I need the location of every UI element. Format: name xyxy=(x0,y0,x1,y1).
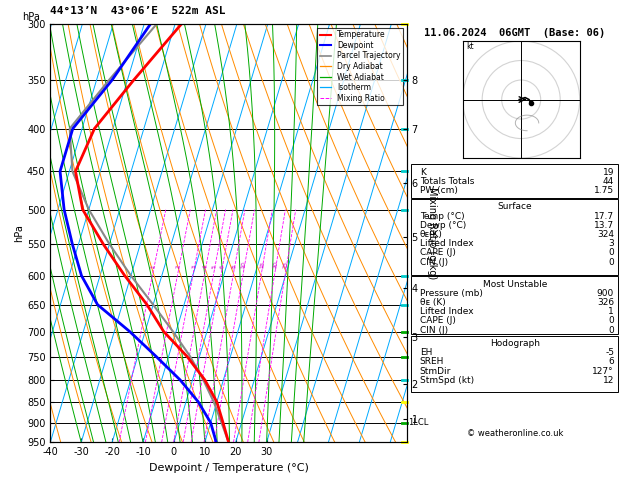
Text: 900: 900 xyxy=(597,289,614,298)
Text: 1: 1 xyxy=(151,265,157,270)
Text: CIN (J): CIN (J) xyxy=(420,326,448,335)
Text: Hodograph: Hodograph xyxy=(490,339,540,348)
Text: 0: 0 xyxy=(608,326,614,335)
Text: 6: 6 xyxy=(608,357,614,366)
Text: 0: 0 xyxy=(608,248,614,257)
Text: 25: 25 xyxy=(283,261,289,270)
Text: 44°13’N  43°06’E  522m ASL: 44°13’N 43°06’E 522m ASL xyxy=(50,6,226,16)
Text: K: K xyxy=(420,168,426,176)
Text: 2: 2 xyxy=(175,265,181,270)
Text: 127°: 127° xyxy=(593,366,614,376)
Text: hPa: hPa xyxy=(22,12,40,22)
Bar xyxy=(411,336,618,392)
Text: 324: 324 xyxy=(597,230,614,239)
Text: StmDir: StmDir xyxy=(420,366,451,376)
Text: 19: 19 xyxy=(603,168,614,176)
Text: Dewp (°C): Dewp (°C) xyxy=(420,221,466,230)
Text: Most Unstable: Most Unstable xyxy=(482,279,547,289)
Text: 0: 0 xyxy=(608,258,614,266)
Text: 8: 8 xyxy=(231,265,237,270)
Text: 10: 10 xyxy=(241,261,247,270)
Text: 13.7: 13.7 xyxy=(594,221,614,230)
Text: θᴇ (K): θᴇ (K) xyxy=(420,298,445,307)
Text: θᴇ(K): θᴇ(K) xyxy=(420,230,443,239)
X-axis label: Dewpoint / Temperature (°C): Dewpoint / Temperature (°C) xyxy=(148,463,308,473)
Text: -5: -5 xyxy=(605,348,614,357)
Text: PW (cm): PW (cm) xyxy=(420,186,457,195)
Text: 44: 44 xyxy=(603,177,614,186)
Text: CAPE (J): CAPE (J) xyxy=(420,316,455,326)
Text: 3: 3 xyxy=(608,239,614,248)
Y-axis label: Mixing Ratio (g/kg): Mixing Ratio (g/kg) xyxy=(427,187,437,279)
Text: EH: EH xyxy=(420,348,432,357)
Text: Pressure (mb): Pressure (mb) xyxy=(420,289,482,298)
Text: Surface: Surface xyxy=(498,202,532,211)
Bar xyxy=(411,164,618,198)
Text: 20: 20 xyxy=(272,261,279,270)
Text: © weatheronline.co.uk: © weatheronline.co.uk xyxy=(467,429,563,438)
Text: 12: 12 xyxy=(603,376,614,385)
Text: Totals Totals: Totals Totals xyxy=(420,177,474,186)
Text: StmSpd (kt): StmSpd (kt) xyxy=(420,376,474,385)
Bar xyxy=(411,277,618,334)
Text: 3: 3 xyxy=(191,265,197,270)
Legend: Temperature, Dewpoint, Parcel Trajectory, Dry Adiabat, Wet Adiabat, Isotherm, Mi: Temperature, Dewpoint, Parcel Trajectory… xyxy=(317,28,403,105)
Text: Lifted Index: Lifted Index xyxy=(420,239,473,248)
Text: Lifted Index: Lifted Index xyxy=(420,307,473,316)
Text: 1LCL: 1LCL xyxy=(408,418,428,427)
Text: 4: 4 xyxy=(203,265,208,270)
Text: 5: 5 xyxy=(211,265,217,270)
Text: CIN (J): CIN (J) xyxy=(420,258,448,266)
Text: 17.7: 17.7 xyxy=(594,211,614,221)
Text: 6: 6 xyxy=(219,265,225,270)
Text: 11.06.2024  06GMT  (Base: 06): 11.06.2024 06GMT (Base: 06) xyxy=(424,29,605,38)
Text: 0: 0 xyxy=(608,316,614,326)
Text: 1.75: 1.75 xyxy=(594,186,614,195)
Text: Temp (°C): Temp (°C) xyxy=(420,211,464,221)
Bar xyxy=(411,199,618,275)
Text: CAPE (J): CAPE (J) xyxy=(420,248,455,257)
Text: SREH: SREH xyxy=(420,357,444,366)
Text: 326: 326 xyxy=(597,298,614,307)
Y-axis label: hPa: hPa xyxy=(14,225,24,242)
Text: 1: 1 xyxy=(608,307,614,316)
Text: 15: 15 xyxy=(259,261,265,270)
